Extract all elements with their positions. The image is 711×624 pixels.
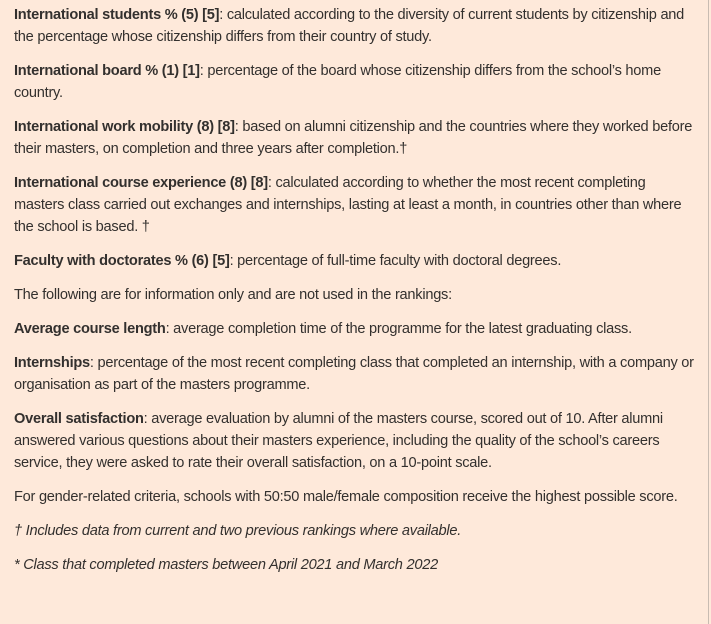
definition: : calculated according to whether the mo… <box>14 175 682 235</box>
term: Overall satisfaction <box>14 411 144 427</box>
definition: : average completion time of the program… <box>165 321 633 337</box>
definition-international-board: International board % (1) [1]: percentag… <box>14 60 694 104</box>
definition: : based on alumni citizenship and the co… <box>14 119 693 157</box>
term: International students % (5) [5] <box>14 7 220 23</box>
definition-international-course-experience: International course experience (8) [8]:… <box>14 172 694 238</box>
term: International work mobility (8) [8] <box>14 119 235 135</box>
definition: : average evaluation by alumni of the ma… <box>14 411 663 471</box>
right-border <box>708 0 709 624</box>
gender-note: For gender-related criteria, schools wit… <box>14 489 678 505</box>
definition-international-students: International students % (5) [5]: calcul… <box>14 4 694 48</box>
definition: : calculated according to the diversity … <box>14 7 685 45</box>
definition: : percentage of the board whose citizens… <box>14 63 661 101</box>
footnote-dagger: † Includes data from current and two pre… <box>14 523 462 539</box>
info-only-intro: The following are for information only a… <box>14 287 452 303</box>
definition-international-work-mobility: International work mobility (8) [8]: bas… <box>14 116 694 160</box>
methodology-text: International students % (5) [5]: calcul… <box>14 4 694 588</box>
term: International course experience (8) [8] <box>14 175 268 191</box>
definition-faculty-doctorates: Faculty with doctorates % (6) [5]: perce… <box>14 250 694 272</box>
definition: : percentage of the most recent completi… <box>14 355 694 393</box>
term: International board % (1) [1] <box>14 63 200 79</box>
definition-average-course-length: Average course length: average completio… <box>14 318 694 340</box>
term: Internships <box>14 355 90 371</box>
definition-overall-satisfaction: Overall satisfaction: average evaluation… <box>14 408 694 474</box>
footnote-asterisk: * Class that completed masters between A… <box>14 557 438 573</box>
term: Average course length <box>14 321 166 337</box>
definition: : percentage of full-time faculty with d… <box>229 253 562 269</box>
term: Faculty with doctorates % (6) [5] <box>14 253 230 269</box>
definition-internships: Internships: percentage of the most rece… <box>14 352 694 396</box>
